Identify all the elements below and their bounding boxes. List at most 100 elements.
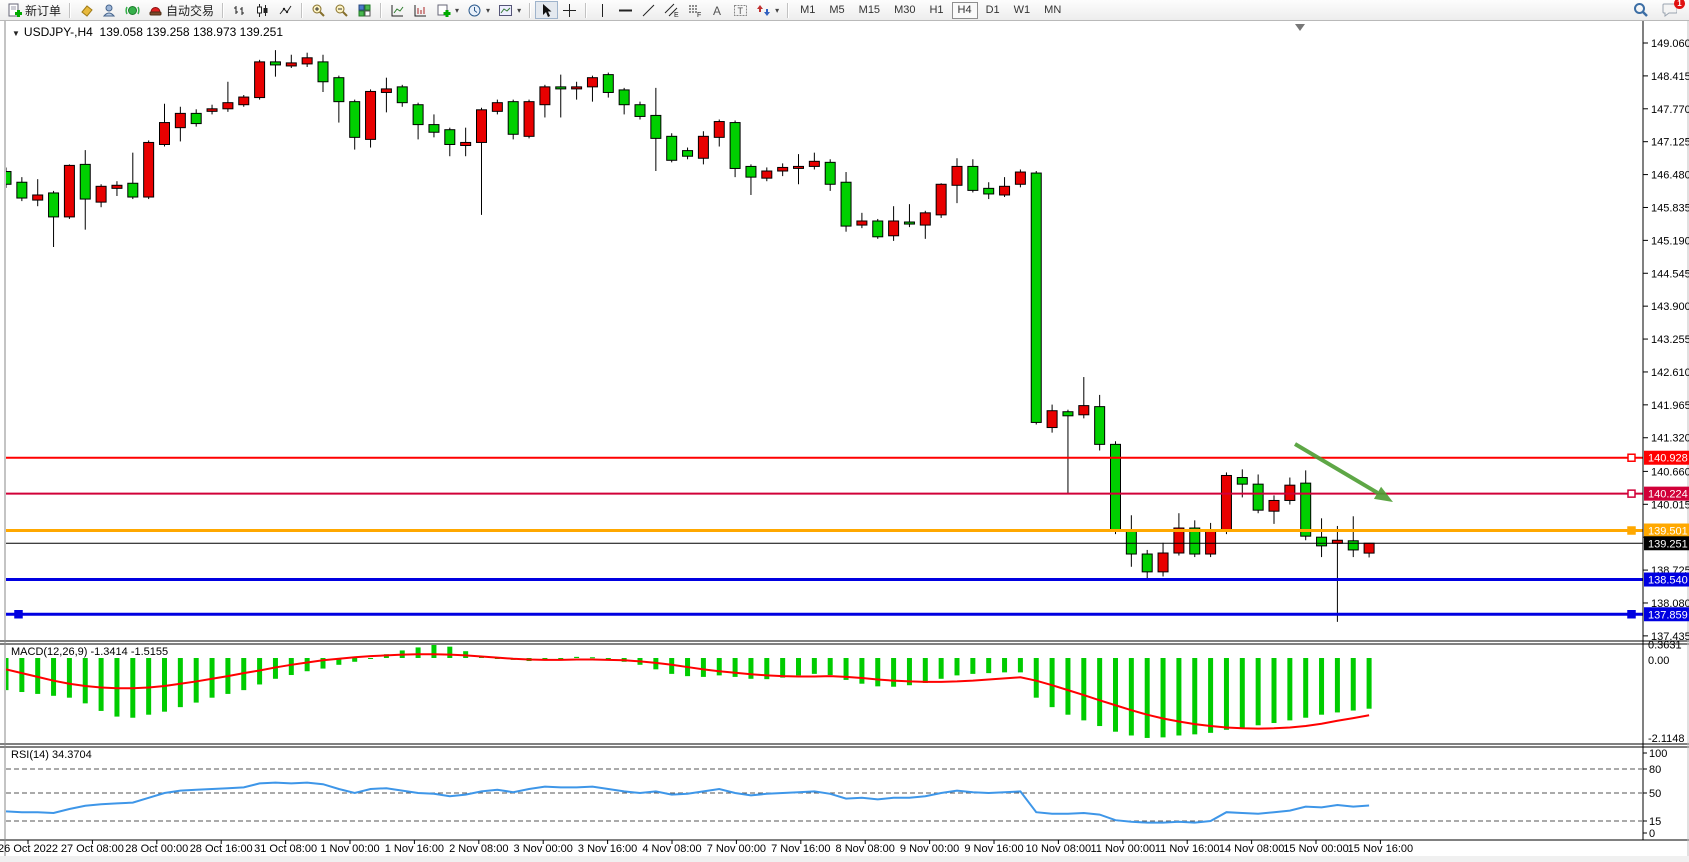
time-tick-label: 2 Nov 08:00: [449, 843, 508, 855]
symbol-dropdown-icon[interactable]: ▼: [12, 29, 20, 38]
price-tick-label: 144.545: [1651, 268, 1689, 280]
line-handle[interactable]: [1627, 526, 1636, 535]
candle-body: [1062, 411, 1074, 417]
timeframe-h1[interactable]: H1: [923, 2, 949, 19]
vertical-line-button[interactable]: [591, 1, 614, 19]
candle-body: [919, 212, 931, 226]
candle-body: [159, 122, 170, 145]
crosshair-icon: [562, 3, 577, 18]
macd-histogram-bar: [748, 658, 754, 679]
timeframe-m1[interactable]: M1: [794, 2, 821, 19]
timeframe-h4[interactable]: H4: [951, 1, 978, 19]
price-badge-label: 140.928: [1648, 453, 1688, 465]
timeframe-m5[interactable]: M5: [823, 2, 850, 19]
rsi-indicator-label: RSI(14) 34.3704: [11, 749, 92, 761]
periods-button[interactable]: ▾: [463, 1, 494, 19]
price-tick-label: 149.060: [1651, 38, 1689, 50]
macd-histogram-bar: [669, 658, 675, 674]
candlestick-button[interactable]: [251, 1, 274, 19]
template-button[interactable]: ▾: [494, 1, 525, 19]
profiles-button[interactable]: [98, 1, 121, 19]
arrow-annotation[interactable]: [1293, 442, 1393, 502]
add-indicator-button[interactable]: ▾: [432, 1, 463, 19]
price-tick-label: 142.610: [1651, 367, 1689, 379]
price-badge: [1644, 607, 1689, 622]
line-handle[interactable]: [14, 610, 23, 619]
trendline-button[interactable]: [637, 1, 660, 19]
fibonacci-button[interactable]: F: [683, 1, 706, 19]
notification-badge: 1: [1674, 0, 1685, 9]
svg-text:T: T: [738, 6, 744, 16]
price-tick-label: 147.125: [1651, 137, 1689, 149]
macd-histogram-bar: [954, 658, 960, 676]
autotrading-icon: [148, 3, 163, 18]
macd-histogram-bar: [1239, 658, 1245, 728]
macd-histogram-bar: [589, 657, 595, 659]
macd-histogram-bar: [796, 658, 801, 676]
autotrading-label: 自动交易: [166, 3, 215, 18]
template-icon: [498, 3, 513, 18]
price-tick-label: 145.190: [1651, 235, 1689, 247]
arrows-tool-button[interactable]: ▾: [752, 1, 783, 19]
macd-histogram-bar: [1081, 658, 1087, 721]
price-tick-label: 148.415: [1651, 71, 1689, 83]
timeframe-w1[interactable]: W1: [1008, 2, 1037, 19]
candle-body: [903, 221, 915, 225]
bar-chart-button[interactable]: [228, 1, 251, 19]
macd-histogram-bar: [906, 658, 912, 686]
time-tick-label: 15 Nov 00:00: [1283, 843, 1348, 855]
zoom-in-button[interactable]: [307, 1, 330, 19]
signal-button[interactable]: [121, 1, 144, 19]
candle-body: [983, 187, 995, 195]
timeframe-d1[interactable]: D1: [980, 2, 1006, 19]
macd-histogram-bar: [288, 658, 294, 676]
macd-histogram-bar: [320, 658, 326, 669]
candle-body: [571, 86, 583, 90]
horizontal-line-button[interactable]: [614, 1, 637, 19]
candle-body: [824, 161, 836, 185]
tile-windows-button[interactable]: [353, 1, 376, 19]
line-handle[interactable]: [1627, 453, 1636, 462]
chart-shift-marker[interactable]: [1295, 24, 1305, 31]
macd-histogram-bar: [98, 658, 104, 711]
zoom-out-button[interactable]: [330, 1, 353, 19]
macd-histogram-bar: [716, 658, 722, 676]
text-label-button[interactable]: T: [729, 1, 752, 19]
indicator-window-button[interactable]: [386, 1, 409, 19]
autotrading-button[interactable]: 自动交易: [144, 1, 218, 19]
equidistant-channel-button[interactable]: E: [660, 1, 683, 19]
line-chart-icon: [278, 3, 293, 18]
price-axis: 149.060 148.415 147.770 147.125 146.480 145.8…: [1643, 38, 1689, 840]
search-button[interactable]: [1629, 1, 1652, 19]
time-tick-label: 26 Oct 2022: [0, 843, 58, 855]
line-chart-button[interactable]: [274, 1, 297, 19]
price-tick-label: 140.015: [1651, 499, 1689, 511]
macd-histogram-bar: [1334, 658, 1340, 713]
new-order-button[interactable]: 新订单: [3, 1, 65, 19]
macd-histogram-bar: [558, 658, 564, 659]
crosshair-button[interactable]: [558, 1, 581, 19]
timeframe-mn[interactable]: MN: [1038, 2, 1067, 19]
data-window-button[interactable]: [409, 1, 432, 19]
timeframe-m15[interactable]: M15: [853, 2, 886, 19]
macd-scale-label: -2.1148: [1648, 733, 1685, 745]
macd-histogram-bar: [415, 647, 421, 658]
eraser-button[interactable]: [75, 1, 98, 19]
line-handle[interactable]: [1627, 489, 1636, 498]
cursor-button[interactable]: [535, 1, 559, 19]
candle-body: [808, 160, 820, 167]
time-tick-label: 10 Nov 08:00: [1026, 843, 1091, 855]
time-tick-label: 3 Nov 16:00: [578, 843, 637, 855]
zoom-in-icon: [311, 3, 326, 18]
candle-body: [1236, 477, 1248, 485]
notifications-button[interactable]: 1: [1658, 0, 1685, 19]
candle-body: [396, 86, 408, 104]
macd-histogram-bar: [1097, 658, 1103, 727]
macd-histogram-bar: [574, 656, 580, 658]
line-handle[interactable]: [1627, 610, 1636, 619]
text-button[interactable]: A: [706, 1, 729, 19]
candle-body: [1030, 172, 1042, 423]
candle-body: [666, 135, 678, 161]
timeframe-m30[interactable]: M30: [888, 2, 921, 19]
